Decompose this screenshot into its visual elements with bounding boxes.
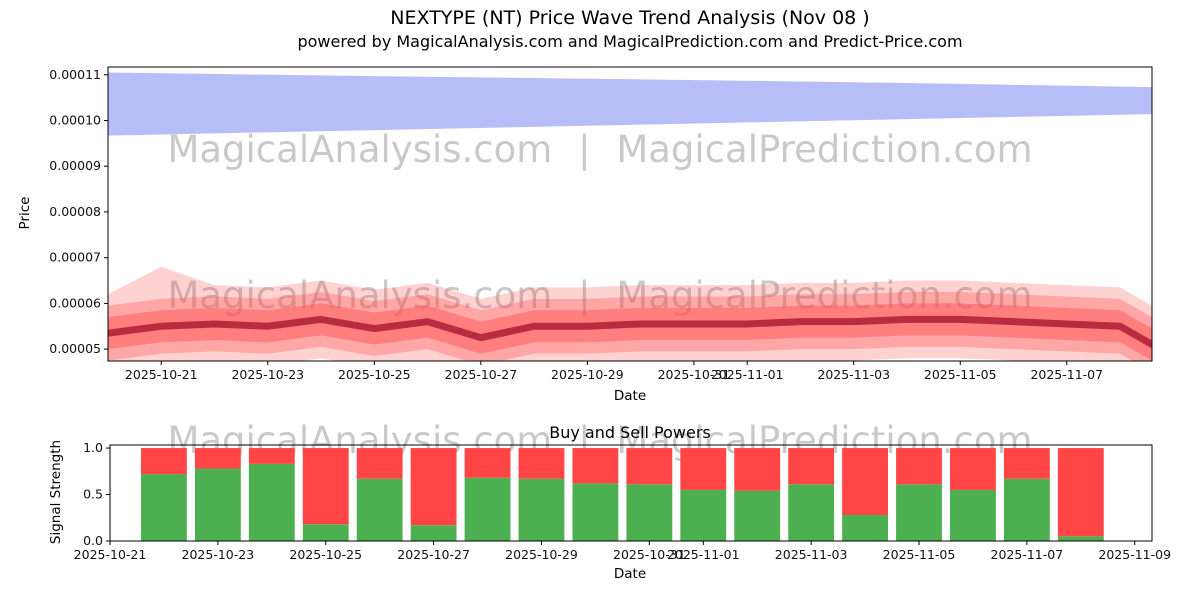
sell-bar: [302, 448, 349, 525]
sell-bar: [680, 448, 727, 490]
sell-bar: [248, 448, 295, 464]
y-tick-label: 0.00011: [49, 67, 101, 82]
y-tick-label: 0.00006: [49, 295, 101, 310]
sell-bar: [626, 448, 673, 485]
y-tick-label: 0.00005: [49, 341, 101, 356]
page-subtitle: powered by MagicalAnalysis.com and Magic…: [297, 32, 963, 51]
price-mid-line: [108, 315, 1152, 349]
buy-bar: [356, 478, 403, 541]
sell-bar: [194, 448, 241, 469]
x-tick-label: 2025-10-31: [658, 367, 731, 382]
page-title: NEXTYPE (NT) Price Wave Trend Analysis (…: [390, 7, 870, 29]
x-tick-label: 2025-10-27: [397, 547, 470, 562]
sell-bar: [896, 448, 942, 485]
buy-bar: [410, 525, 457, 541]
x-tick-label: 2025-11-05: [883, 547, 956, 562]
x-tick-label: 2025-11-03: [817, 367, 890, 382]
y-tick-label: 0.5: [83, 487, 103, 502]
x-tick-label: 2025-10-25: [338, 367, 411, 382]
wave-band-outer: [108, 266, 1152, 361]
x-tick-label: 2025-10-29: [551, 367, 624, 382]
x-tick-label: 2025-11-01: [711, 367, 784, 382]
date-axis-label-top: Date: [613, 388, 647, 404]
sell-bar: [572, 448, 619, 484]
forecast-band: [108, 72, 1152, 136]
sell-bar: [842, 448, 888, 515]
buy-bar: [464, 477, 511, 541]
sell-bar: [518, 448, 565, 479]
buy-bar: [896, 484, 942, 541]
x-tick-label: 2025-10-31: [613, 547, 686, 562]
buy-bar: [572, 483, 619, 541]
price-plot-area: [108, 72, 1152, 361]
buy-bar: [950, 489, 996, 541]
x-tick-label: 2025-10-27: [445, 367, 518, 382]
y-tick-label: 0.00007: [49, 250, 101, 265]
buy-bar: [1057, 536, 1104, 541]
sell-bar: [950, 448, 996, 490]
sell-bar: [141, 448, 187, 475]
buy-bar: [734, 490, 781, 541]
sell-bar: [1057, 448, 1104, 537]
y-tick-label: 0.0: [83, 533, 103, 548]
y-tick-label: 0.00008: [49, 204, 101, 219]
watermark-top: MagicalAnalysis.com | MagicalPrediction.…: [167, 128, 1033, 171]
buy-bar: [788, 484, 835, 541]
x-tick-label: 2025-11-07: [991, 547, 1064, 562]
x-tick-label: 2025-10-21: [74, 547, 147, 562]
x-tick-label: 2025-10-23: [231, 367, 304, 382]
x-tick-label: 2025-10-23: [182, 547, 255, 562]
x-tick-label: 2025-10-21: [125, 367, 198, 382]
sell-bar: [788, 448, 835, 485]
buy-bar: [141, 474, 187, 541]
x-tick-label: 2025-11-09: [1098, 547, 1171, 562]
x-tick-label: 2025-10-29: [505, 547, 578, 562]
watermark-middle: MagicalAnalysis.com | MagicalPrediction.…: [167, 274, 1033, 317]
x-tick-label: 2025-10-25: [289, 547, 362, 562]
y-tick-label: 1.0: [83, 440, 103, 455]
x-tick-label: 2025-11-03: [775, 547, 848, 562]
sell-bar: [464, 448, 511, 478]
y-tick-label: 0.00009: [49, 158, 101, 173]
signal-plot-area: [141, 448, 1104, 541]
sell-bar: [1003, 448, 1050, 479]
sell-bar: [410, 448, 457, 526]
y-tick-label: 0.00010: [49, 112, 101, 127]
sell-bar: [734, 448, 781, 491]
x-tick-label: 2025-11-07: [1030, 367, 1103, 382]
sell-bar: [356, 448, 403, 479]
signal-chart-title: Buy and Sell Powers: [549, 423, 711, 442]
signal-axes-frame: [109, 444, 1153, 542]
price-axis-label: Price: [17, 196, 33, 230]
buy-bar: [194, 468, 241, 541]
date-axis-label-bottom: Date: [613, 566, 647, 582]
buy-bar: [842, 514, 888, 541]
x-tick-label: 2025-11-01: [667, 547, 740, 562]
buy-bar: [248, 463, 295, 541]
buy-bar: [518, 478, 565, 541]
buy-bar: [1003, 478, 1050, 541]
buy-bar: [626, 484, 673, 541]
x-tick-label: 2025-11-05: [924, 367, 997, 382]
buy-bar: [302, 524, 349, 541]
price-axes-frame: [107, 66, 1153, 362]
signal-strength-axis-label: Signal Strength: [48, 439, 64, 545]
buy-bar: [680, 489, 727, 541]
